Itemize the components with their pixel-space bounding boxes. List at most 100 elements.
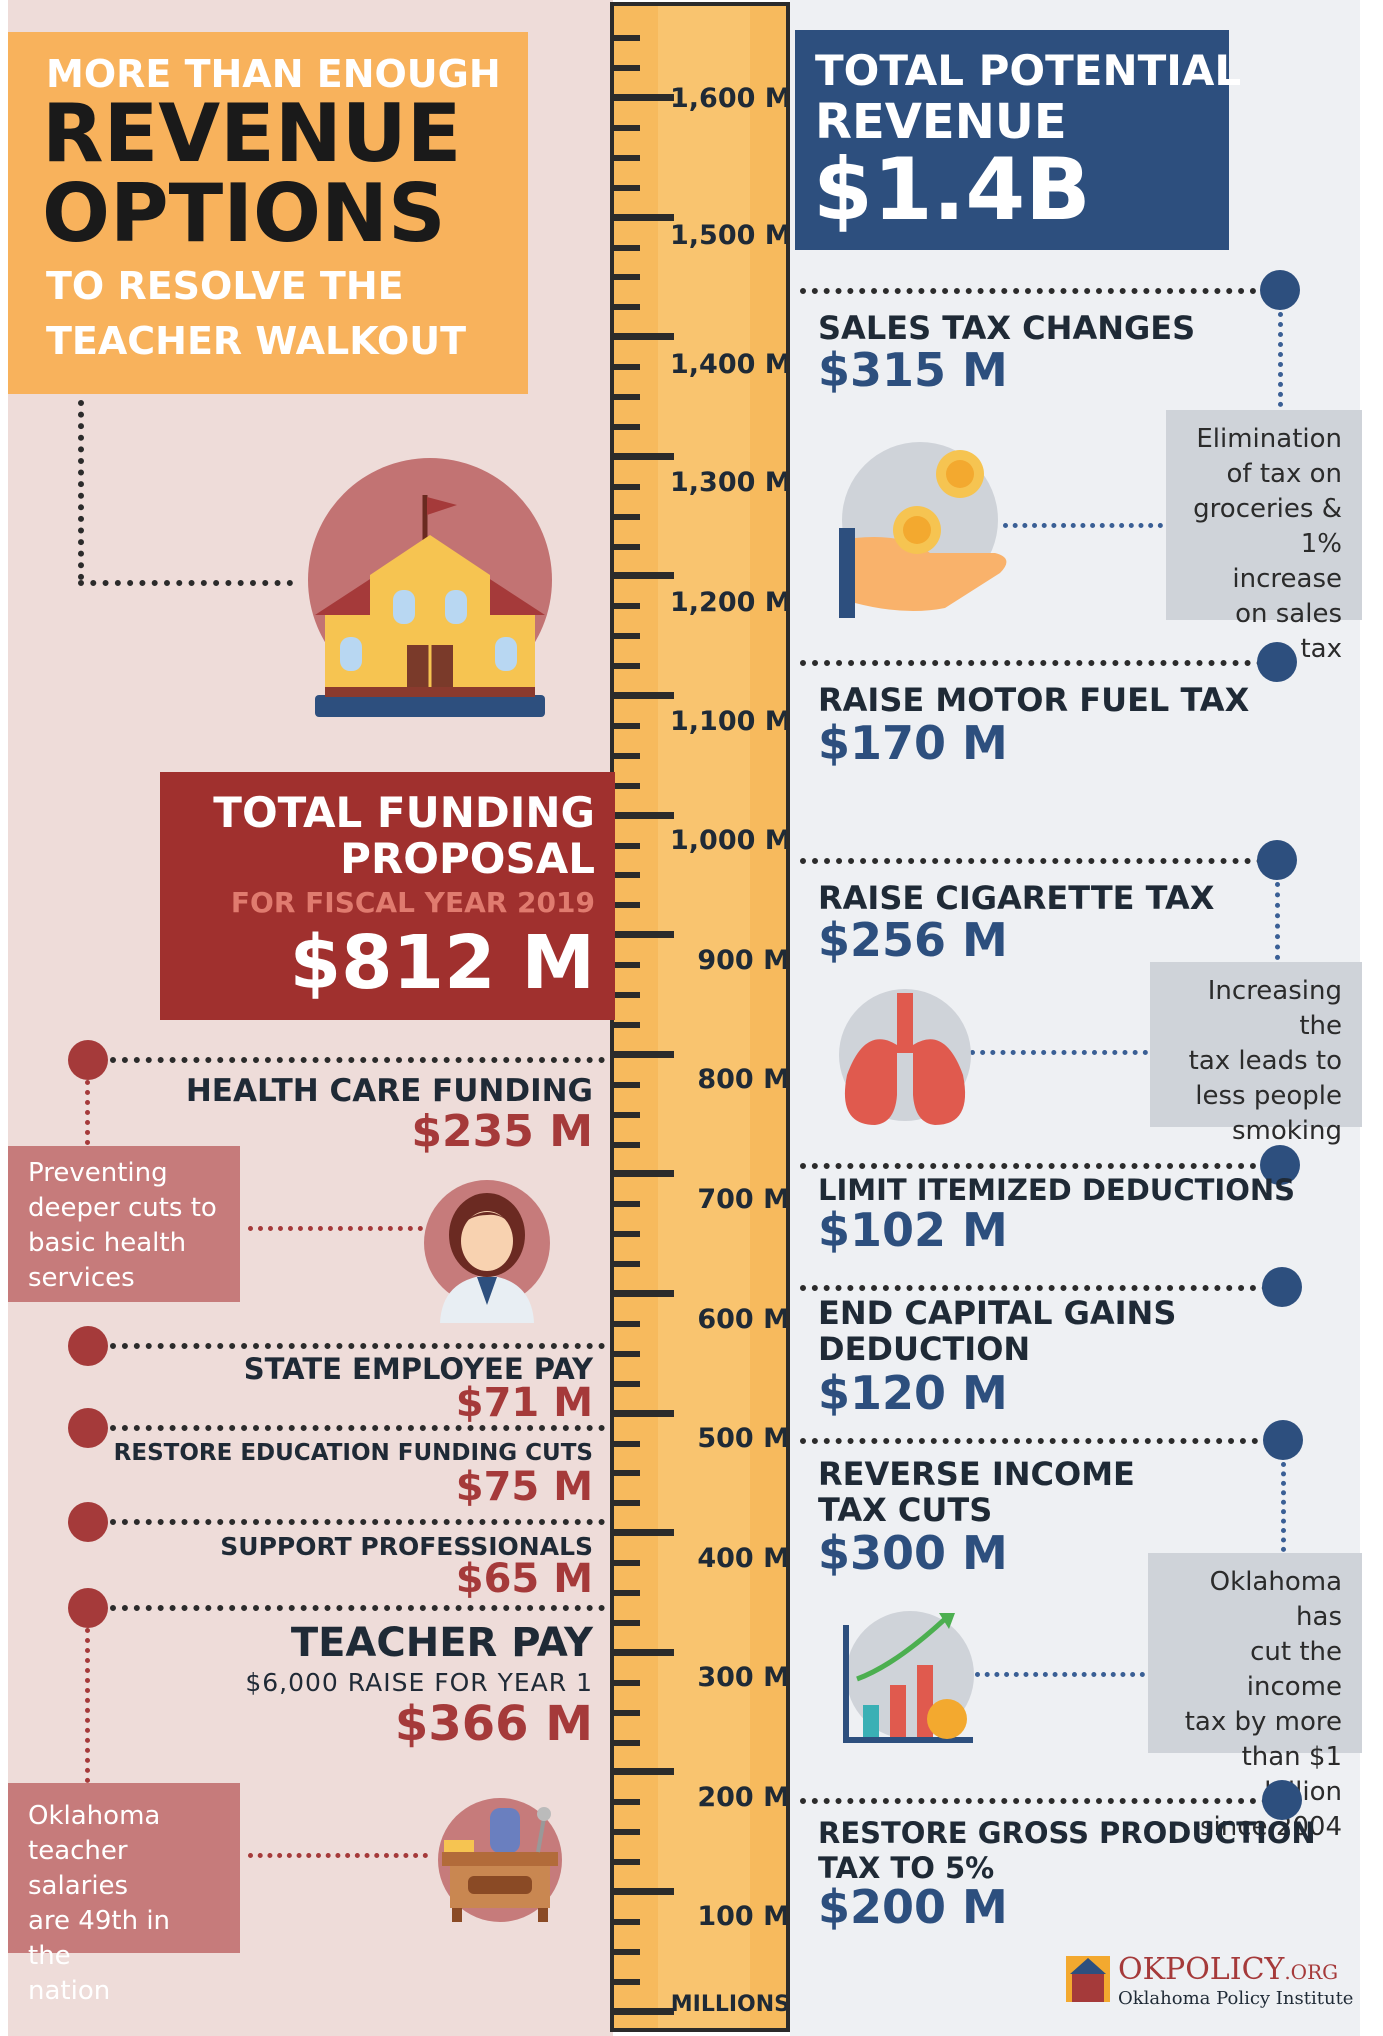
ruler-minor-tick (614, 1560, 640, 1567)
title-line3: OPTIONS (42, 167, 446, 260)
marker-dot (68, 1502, 108, 1542)
lungs-icon (835, 985, 975, 1135)
title-line5: TEACHER WALKOUT (46, 319, 467, 363)
revenue-total-amount: $1.4B (813, 140, 1091, 240)
ruler-minor-tick (614, 1978, 640, 1985)
revenue-item-amount: $170 M (818, 716, 1008, 770)
revenue-item-amount: $256 M (818, 913, 1008, 967)
ruler-minor-tick (614, 1948, 640, 1955)
ruler-minor-tick (614, 35, 640, 42)
ruler-label: 800 M (697, 1064, 790, 1095)
ruler-major-tick (614, 811, 674, 819)
ruler-major-tick (614, 94, 674, 101)
ruler-minor-tick (614, 154, 640, 161)
marker-dot (1257, 840, 1297, 880)
marker-dot (68, 1326, 108, 1366)
marker-dot (1263, 1420, 1303, 1460)
revenue-item-title: SALES TAX CHANGES (818, 309, 1196, 347)
growth-chart-icon (835, 1605, 985, 1755)
health-note: Preventing deeper cuts to basic health s… (8, 1146, 240, 1302)
ruler-unit: MILLIONS (670, 1992, 790, 2017)
ruler-minor-tick (614, 274, 640, 281)
ruler-minor-tick (614, 1380, 640, 1387)
title-line2: REVENUE (42, 87, 462, 180)
funding-item-amount: $65 M (455, 1556, 593, 1602)
ruler-minor-tick (614, 782, 640, 789)
ruler-minor-tick (614, 1201, 640, 1208)
funding-item-amount: $235 M (411, 1106, 593, 1157)
ruler-minor-tick (614, 1111, 640, 1118)
revenue-item-amount: $200 M (818, 1880, 1008, 1934)
ruler-label: 700 M (697, 1184, 790, 1215)
ruler-minor-tick (614, 722, 640, 729)
funding-item-title: RESTORE EDUCATION FUNDING CUTS (113, 1440, 593, 1466)
ruler-minor-tick (614, 1470, 640, 1477)
sales-tax-note: Elimination of tax on groceries & 1% inc… (1166, 410, 1362, 664)
income-tax-note: Oklahoma has cut the income tax by more … (1148, 1553, 1362, 1842)
ruler-minor-tick (614, 1500, 640, 1507)
ruler-major-tick (614, 572, 674, 580)
ruler-minor-tick (614, 304, 640, 311)
ruler-major-tick (614, 333, 674, 341)
ruler-minor-tick (614, 483, 640, 490)
logo-tagline: Oklahoma Policy Institute (1118, 1988, 1354, 2009)
ruler-label: 500 M (697, 1423, 790, 1454)
ruler-label: 300 M (697, 1662, 790, 1693)
ruler-minor-tick (614, 1739, 640, 1746)
ruler-major-tick (614, 1529, 674, 1537)
ruler-label: 1,600 M (670, 83, 790, 114)
revenue-item-title: REVERSE INCOME (818, 1455, 1135, 1493)
logo-ok: OK (1118, 1952, 1166, 1987)
funding-item-title: SUPPORT PROFESSIONALS (220, 1532, 593, 1561)
marker-dot (68, 1588, 108, 1628)
okpolicy-logo: OKPOLICY.ORG Oklahoma Policy Institute (1066, 1952, 1356, 2012)
funding-item-title: TEACHER PAY (290, 1620, 593, 1666)
ruler-minor-tick (614, 1141, 640, 1148)
ruler-major-tick (614, 1768, 674, 1776)
logo-org: .ORG (1284, 1960, 1339, 1984)
logo-icon (1066, 1956, 1110, 2002)
funding-total-box: TOTAL FUNDING PROPOSAL FOR FISCAL YEAR 2… (160, 772, 615, 1020)
ruler-label: 1,400 M (670, 349, 790, 380)
ruler-minor-tick (614, 423, 640, 430)
ruler-minor-tick (614, 842, 640, 849)
ruler-minor-tick (614, 992, 640, 998)
revenue-item-title: RESTORE GROSS PRODUCTION (818, 1816, 1316, 1850)
revenue-total-box: TOTAL POTENTIAL REVENUE $1.4B (795, 30, 1241, 250)
ruler-minor-tick (614, 1590, 640, 1596)
ruler-minor-tick (614, 1021, 640, 1028)
ruler-major-tick (614, 1648, 674, 1656)
ruler-minor-tick (614, 962, 640, 969)
revenue-item-amount: $102 M (818, 1203, 1008, 1257)
marker-dot (68, 1408, 108, 1448)
funding-total-subtitle: FOR FISCAL YEAR 2019 (230, 886, 595, 919)
ruler-major-tick (614, 452, 674, 460)
funding-item-amount: $366 M (394, 1696, 593, 1752)
teacher-note: Oklahoma teacher salaries are 49th in th… (8, 1783, 240, 2006)
revenue-item-title: RAISE CIGARETTE TAX (818, 879, 1215, 917)
marker-dot (1260, 270, 1300, 310)
ruler-minor-tick (614, 1350, 640, 1357)
ruler-label: 100 M (697, 1901, 790, 1932)
ruler-minor-tick (614, 394, 640, 400)
ruler-label: 600 M (697, 1304, 790, 1335)
funding-item-amount: $75 M (455, 1464, 593, 1510)
ruler-major-tick (614, 2007, 674, 2015)
funding-item-subtitle: $6,000 RAISE FOR YEAR 1 (245, 1668, 593, 1697)
ruler-minor-tick (614, 1679, 640, 1686)
ruler-major-tick (614, 213, 674, 221)
ruler-minor-tick (614, 364, 640, 371)
marker-dot (1257, 642, 1297, 682)
ruler-minor-tick (614, 902, 640, 909)
funding-item-title: STATE EMPLOYEE PAY (243, 1352, 593, 1386)
ruler-minor-tick (614, 543, 640, 550)
ruler-minor-tick (614, 124, 640, 131)
ruler-major-tick (614, 1050, 674, 1058)
ruler-minor-tick (614, 633, 640, 640)
funding-total-line1: TOTAL FUNDING (213, 788, 595, 837)
ruler-label: 200 M (697, 1782, 790, 1813)
revenue-item-title: RAISE MOTOR FUEL TAX (818, 681, 1250, 719)
ruler-minor-tick (614, 1829, 640, 1836)
cigarette-note: Increasing the tax leads to less people … (1150, 962, 1362, 1146)
ruler-minor-tick (614, 65, 640, 72)
